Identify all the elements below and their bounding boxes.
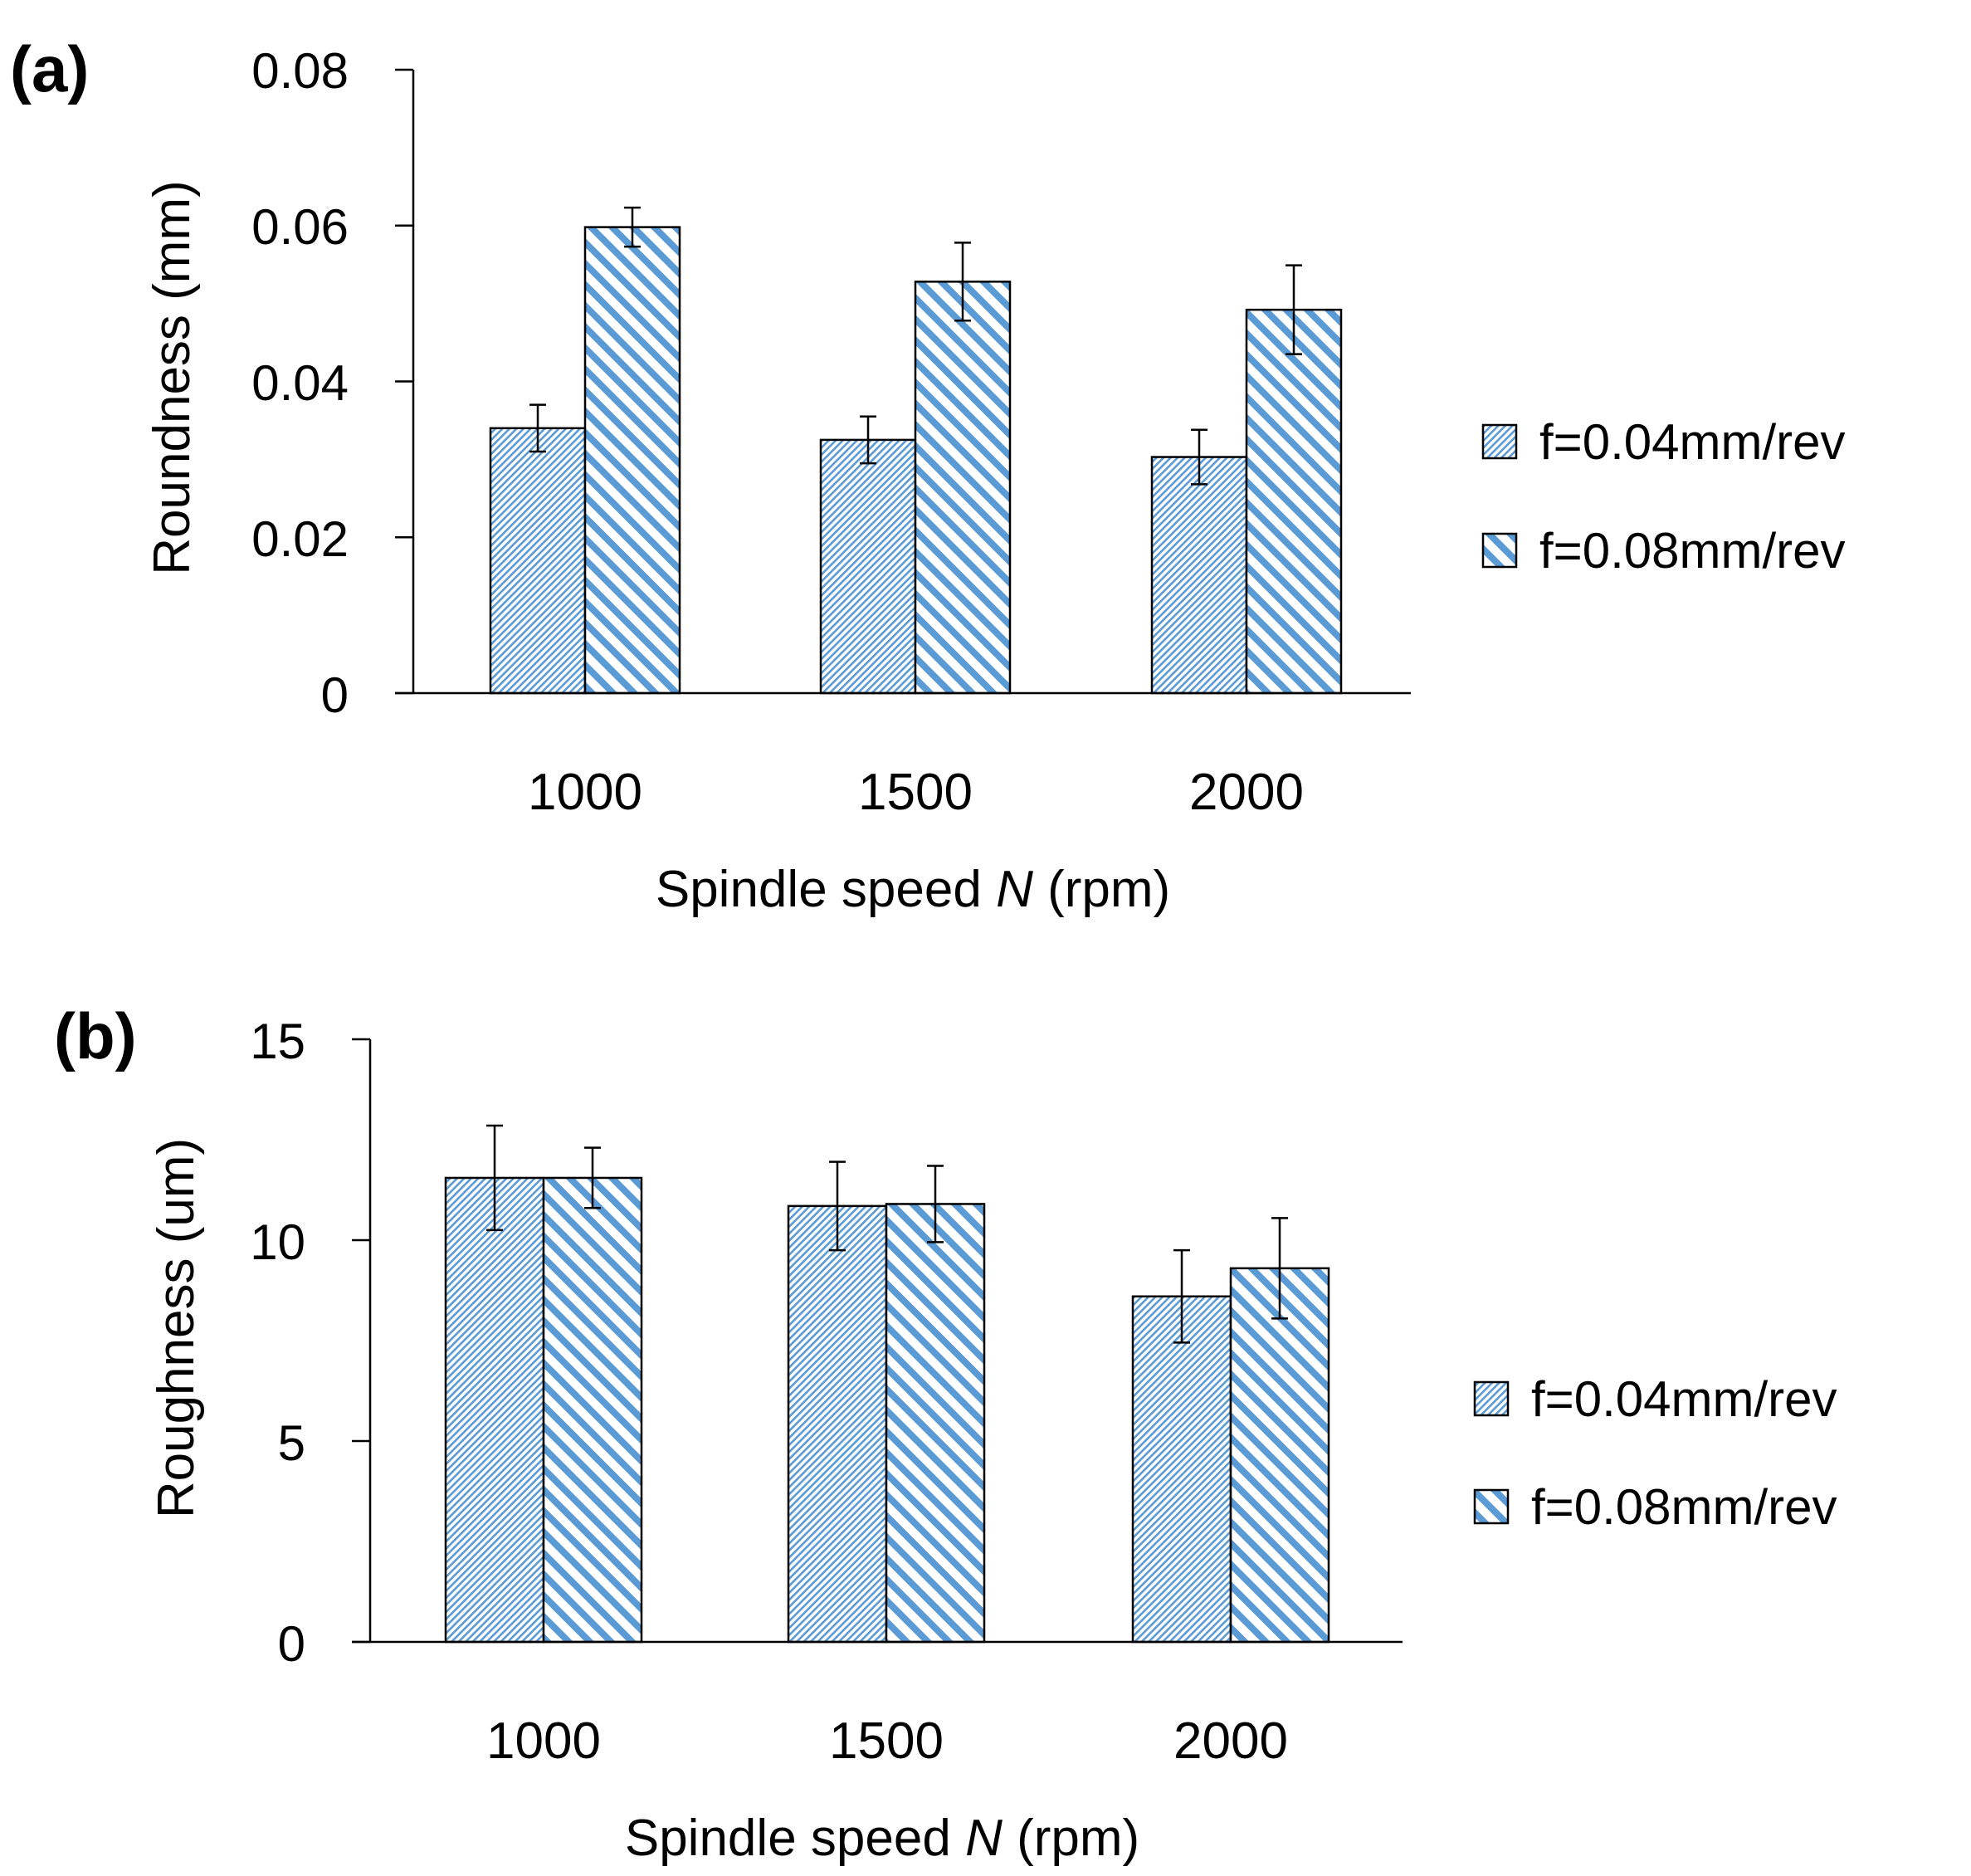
y-tick-label-a: 0.08 (251, 43, 349, 99)
bar-a-s1-1000 (489, 427, 587, 695)
error-bar-a-s2-2000 (1286, 264, 1302, 355)
error-bar-a-s1-2000 (1191, 428, 1207, 486)
error-bar-b-s2-1000 (584, 1146, 601, 1209)
legend-label-b: f=0.08mm/rev (1531, 1479, 1837, 1535)
bar-a-s2-2000 (1245, 308, 1343, 695)
x-axis-title-a: Spindle speed N (rpm) (656, 861, 1170, 918)
error-bar-b-s2-1500 (927, 1165, 944, 1243)
chart-panel-b: (b) Roughness (um) 0 5 10 15 1000 1500 2… (54, 999, 1837, 1867)
y-tick-label-a: 0.02 (251, 511, 349, 567)
bar-a-s1-1500 (819, 438, 917, 695)
panel-label-b: (b) (54, 999, 137, 1072)
legend-label-a: f=0.08mm/rev (1539, 523, 1845, 579)
x-tick-label-b: 1000 (486, 1712, 601, 1770)
x-tick-label-b: 2000 (1173, 1712, 1288, 1770)
legend-swatch-fine-a (1481, 423, 1518, 460)
bar-b-s1-1000 (444, 1176, 545, 1644)
chart-panel-a: (a) Roundness (mm) 0 0.02 0.04 0.06 0.08… (10, 32, 1845, 918)
bar-a-s1-2000 (1150, 456, 1248, 695)
legend-item-a: f=0.04mm/rev (1481, 414, 1845, 470)
x-tick-label-a: 2000 (1189, 764, 1304, 821)
x-axis-a: 1000 1500 2000 (528, 764, 1304, 821)
x-tick-label-a: 1500 (858, 764, 973, 821)
y-axis-title-b: Roughness (um) (148, 1138, 205, 1518)
error-bar-a-s2-1000 (624, 206, 641, 248)
x-axis-title-b: Spindle speed N (rpm) (625, 1810, 1139, 1867)
error-bar-b-s1-2000 (1173, 1248, 1190, 1344)
y-tick-label-a: 0.04 (251, 355, 349, 411)
legend-item-b: f=0.04mm/rev (1473, 1371, 1837, 1427)
x-tick-label-b: 1500 (829, 1712, 944, 1770)
legend-b: f=0.04mm/rev f=0.08mm/rev (1473, 1371, 1837, 1535)
panel-label-a: (a) (10, 32, 89, 105)
error-bar-b-s1-1500 (829, 1160, 846, 1252)
bar-b-s1-1500 (787, 1204, 888, 1644)
error-bar-a-s2-1500 (954, 242, 971, 322)
y-tick-label-a: 0.06 (251, 199, 349, 255)
y-axis-b: 0 5 10 15 (250, 1014, 372, 1672)
bar-b-s1-2000 (1131, 1295, 1232, 1644)
legend-item-b: f=0.08mm/rev (1473, 1479, 1837, 1535)
y-axis-title-a: Roundness (mm) (144, 180, 201, 574)
y-tick-label-a: 0 (321, 667, 349, 723)
error-bar-b-s2-2000 (1271, 1217, 1288, 1320)
legend-label-a: f=0.04mm/rev (1539, 414, 1845, 470)
y-axis-a: 0 0.02 0.04 0.06 0.08 (251, 43, 415, 723)
x-axis-b: 1000 1500 2000 (486, 1712, 1288, 1770)
legend-swatch-fine-b (1473, 1380, 1510, 1417)
error-bar-a-s1-1000 (529, 403, 546, 453)
y-tick-label-b: 0 (278, 1616, 305, 1672)
y-tick-label-b: 5 (278, 1415, 305, 1471)
legend-a: f=0.04mm/rev f=0.08mm/rev (1481, 414, 1845, 579)
bar-a-s2-1000 (583, 226, 681, 695)
error-bar-a-s1-1500 (860, 415, 876, 465)
error-bar-b-s1-1000 (486, 1124, 503, 1232)
legend-item-a: f=0.08mm/rev (1481, 523, 1845, 579)
x-tick-label-a: 1000 (528, 764, 642, 821)
bars-a (489, 206, 1343, 695)
bar-b-s2-2000 (1229, 1267, 1330, 1644)
y-tick-label-b: 10 (250, 1214, 305, 1270)
bar-a-s2-1500 (914, 281, 1012, 695)
y-tick-label-b: 15 (250, 1014, 305, 1069)
bar-b-s2-1500 (885, 1203, 986, 1644)
legend-swatch-wide-a (1481, 532, 1518, 569)
bars-b (444, 1124, 1330, 1644)
bar-b-s2-1000 (542, 1176, 643, 1644)
legend-swatch-wide-b (1473, 1488, 1510, 1525)
legend-label-b: f=0.04mm/rev (1531, 1371, 1837, 1427)
